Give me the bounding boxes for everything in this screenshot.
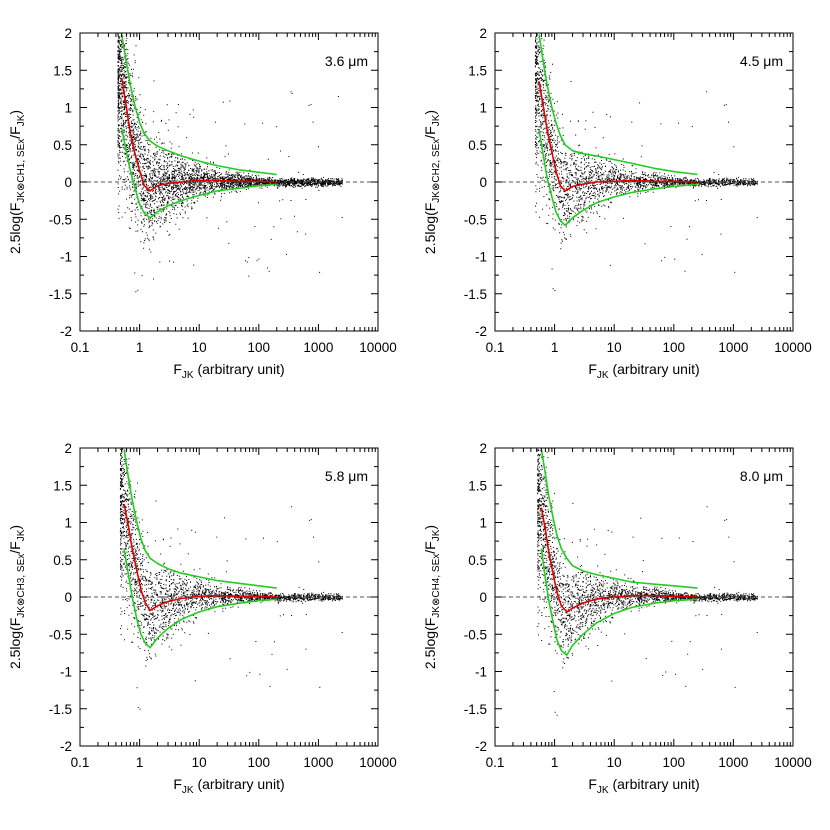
scatter-points xyxy=(537,449,758,716)
y-tick-label: 1 xyxy=(64,516,72,531)
x-axis-label: FJK (arbitrary unit) xyxy=(173,361,284,381)
y-tick-label: 2 xyxy=(479,26,487,41)
x-tick-label: 0.1 xyxy=(486,340,505,355)
x-tick-label: 10 xyxy=(192,755,207,770)
panel-4: 0.1 1 10 100 1000 10000 -2 -1.5 -1 -0.5 0 0.5 1 1.5 2 8… xyxy=(422,441,812,796)
y-tick-label: -1.5 xyxy=(49,702,72,717)
median-line xyxy=(538,81,698,192)
y-tick-label: 2 xyxy=(479,441,487,456)
y-tick-label: 2 xyxy=(64,26,72,41)
y-tick-label: 1.5 xyxy=(468,478,487,493)
scatter-points xyxy=(119,448,344,710)
x-tick-label: 100 xyxy=(663,755,686,770)
x-tick-label: 1000 xyxy=(718,340,748,355)
x-tick-label: 10 xyxy=(607,755,622,770)
scatter-cloud xyxy=(534,33,758,291)
y-tick-label: 0.5 xyxy=(53,138,72,153)
x-axis-label: FJK (arbitrary unit) xyxy=(588,361,699,381)
scatter-cloud xyxy=(117,33,343,293)
y-tick-label: -1.5 xyxy=(49,287,72,302)
y-tick-label: 0 xyxy=(479,590,487,605)
x-tick-label: 10000 xyxy=(774,755,812,770)
y-axis-label: 2.5log(FJK⊗CH4, SEx/FJK) xyxy=(422,525,442,669)
x-tick-label: 100 xyxy=(248,755,271,770)
x-axis-label: FJK (arbitrary unit) xyxy=(588,776,699,796)
y-tick-label: 2 xyxy=(64,441,72,456)
x-tick-label: 0.1 xyxy=(486,755,505,770)
y-tick-label: 1 xyxy=(479,516,487,531)
x-tick-label: 10000 xyxy=(774,340,812,355)
y-tick-label: -2 xyxy=(60,324,72,339)
y-tick-label: -0.5 xyxy=(49,212,72,227)
x-tick-label: 0.1 xyxy=(71,755,90,770)
y-axis-label: 2.5log(FJK⊗CH3, SEx/FJK) xyxy=(7,525,27,669)
y-tick-label: 0.5 xyxy=(53,553,72,568)
x-tick-label: 10000 xyxy=(359,755,397,770)
x-tick-label: 0.1 xyxy=(71,340,90,355)
scatter-points xyxy=(534,33,758,291)
x-axis-label: FJK (arbitrary unit) xyxy=(173,776,284,796)
y-tick-label: 1.5 xyxy=(468,63,487,78)
y-tick-label: -1 xyxy=(475,665,487,680)
y-tick-label: -0.5 xyxy=(464,627,487,642)
scatter-points xyxy=(117,33,343,293)
lower-envelope-line xyxy=(123,548,277,649)
y-tick-label: 0 xyxy=(479,175,487,190)
upper-envelope-line xyxy=(120,34,277,176)
x-tick-label: 1 xyxy=(551,755,559,770)
y-tick-label: -2 xyxy=(475,324,487,339)
y-tick-label: -1 xyxy=(475,250,487,265)
y-axis-label: 2.5log(FJK⊗CH1, SEx/FJK) xyxy=(7,110,27,254)
y-tick-label: -1 xyxy=(60,665,72,680)
median-line xyxy=(540,507,698,613)
x-tick-label: 100 xyxy=(248,340,271,355)
wavelength-annotation: 3.6 μm xyxy=(325,53,368,69)
y-axis-label: 2.5log(FJK⊗CH2, SEx/FJK) xyxy=(422,110,442,254)
panel-2: 0.1 1 10 100 1000 10000 -2 -1.5 -1 -0.5 0 0.5 1 1.5 2 4… xyxy=(422,26,812,381)
wavelength-annotation: 8.0 μm xyxy=(740,468,783,484)
y-tick-label: 1.5 xyxy=(53,63,72,78)
upper-envelope-line xyxy=(540,449,698,589)
y-tick-label: -0.5 xyxy=(49,627,72,642)
x-tick-label: 1000 xyxy=(303,340,333,355)
x-tick-label: 10 xyxy=(607,340,622,355)
median-line xyxy=(120,77,277,192)
y-tick-label: 1 xyxy=(479,101,487,116)
y-tick-label: -2 xyxy=(475,739,487,754)
y-tick-label: 0.5 xyxy=(468,553,487,568)
y-tick-label: -2 xyxy=(60,739,72,754)
wavelength-annotation: 5.8 μm xyxy=(325,468,368,484)
y-tick-label: 0 xyxy=(64,590,72,605)
lower-envelope-line xyxy=(538,129,698,226)
y-tick-label: -1.5 xyxy=(464,702,487,717)
y-tick-label: 0 xyxy=(64,175,72,190)
x-tick-label: 1 xyxy=(136,755,144,770)
lower-envelope-line xyxy=(120,128,277,219)
panel-3: 0.1 1 10 100 1000 10000 -2 -1.5 -1 -0.5 0 0.5 1 1.5 2 5… xyxy=(7,441,397,796)
x-tick-label: 1000 xyxy=(303,755,333,770)
y-tick-label: 1.5 xyxy=(53,478,72,493)
median-line xyxy=(123,503,277,612)
x-tick-label: 1 xyxy=(136,340,144,355)
y-tick-label: -1 xyxy=(60,250,72,265)
wavelength-annotation: 4.5 μm xyxy=(740,53,783,69)
upper-envelope-line xyxy=(538,34,698,176)
x-tick-label: 1 xyxy=(551,340,559,355)
x-tick-label: 10000 xyxy=(359,340,397,355)
lower-envelope-line xyxy=(540,548,698,656)
scatter-cloud xyxy=(537,449,758,716)
x-tick-label: 100 xyxy=(663,340,686,355)
y-tick-label: -0.5 xyxy=(464,212,487,227)
upper-envelope-line xyxy=(123,449,277,589)
x-tick-label: 10 xyxy=(192,340,207,355)
y-tick-label: 0.5 xyxy=(468,138,487,153)
x-tick-label: 1000 xyxy=(718,755,748,770)
scatter-cloud xyxy=(119,448,344,710)
panel-1: 0.1 1 10 100 1000 10000 -2 -1.5 -1 -0.5 0 0.5 1 1.5 2 3… xyxy=(7,26,397,381)
y-tick-label: 1 xyxy=(64,101,72,116)
y-tick-label: -1.5 xyxy=(464,287,487,302)
